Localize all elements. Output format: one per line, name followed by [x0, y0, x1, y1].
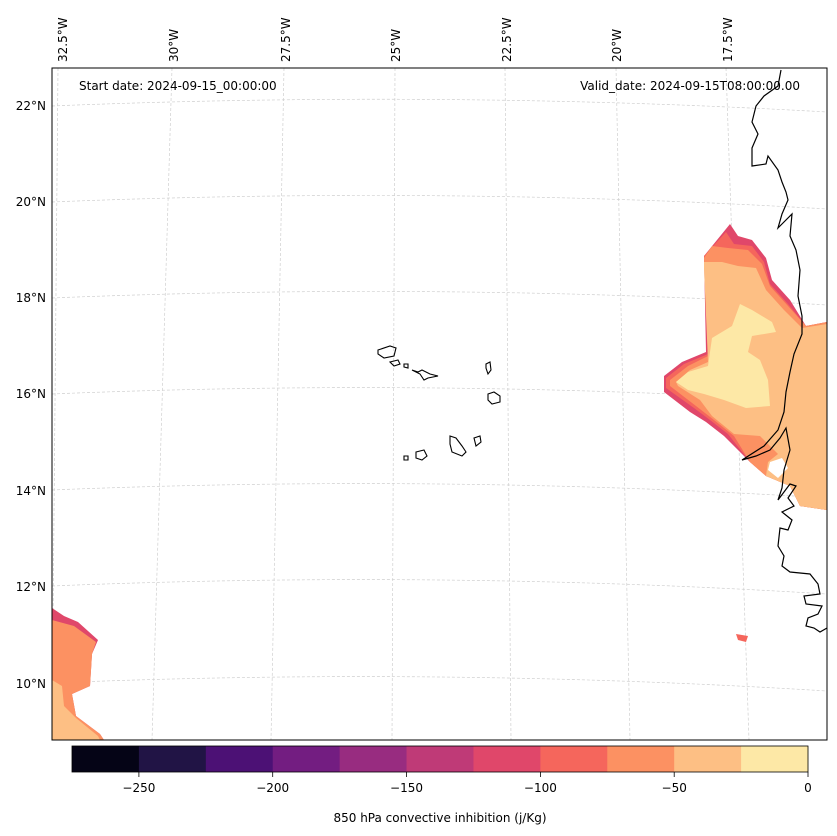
- grid-lat-18: [51, 291, 828, 306]
- island-maio: [473, 435, 482, 447]
- colorbar-swatch: [473, 746, 541, 772]
- colorbar-swatch: [406, 746, 474, 772]
- cin-contours-southwest: [52, 608, 104, 740]
- lon-label-17-5w: 17.5°W: [721, 17, 735, 62]
- lat-label-18n: 18°N: [16, 291, 46, 305]
- coastline: [741, 69, 828, 633]
- grid-lat-22: [51, 98, 828, 113]
- lat-labels: 22°N 20°N 18°N 16°N 14°N 12°N 10°N: [16, 99, 46, 691]
- cin-contours-east: [664, 224, 827, 642]
- cin-patch-small: [736, 634, 748, 642]
- grid-lon-25: [391, 67, 396, 741]
- lon-label-27-5w: 27.5°W: [279, 17, 293, 62]
- africa-coastline: [741, 69, 828, 633]
- colorbar-title: 850 hPa convective inhibition (j/Kg): [333, 811, 546, 825]
- island-santa-luzia: [403, 363, 409, 369]
- colorbar-swatch: [741, 746, 809, 772]
- lon-label-22-5w: 22.5°W: [500, 17, 514, 62]
- cb-label-minus-250: −250: [122, 781, 155, 795]
- colorbar-swatch: [674, 746, 742, 772]
- grid-lat-10: [51, 676, 828, 692]
- cb-label-zero: 0: [804, 781, 812, 795]
- cb-label-minus-50: −50: [662, 781, 687, 795]
- colorbar-swatches: [72, 746, 809, 772]
- lat-label-10n: 10°N: [16, 677, 46, 691]
- valid-date-text: Valid_date: 2024-09-15T08:00:00.00: [580, 79, 800, 93]
- lat-label-12n: 12°N: [16, 580, 46, 594]
- island-brava: [403, 455, 409, 461]
- cin-hole-white: [768, 458, 788, 478]
- island-santo-antao: [377, 345, 397, 359]
- colorbar-frame: [71, 745, 809, 773]
- colorbar-swatch: [205, 746, 274, 772]
- cb-label-minus-100: −100: [524, 781, 557, 795]
- lat-label-14n: 14°N: [16, 484, 46, 498]
- lat-label-16n: 16°N: [16, 387, 46, 401]
- cin-band-zero: [676, 304, 776, 408]
- grid-lon-30: [151, 67, 173, 741]
- island-santiago: [449, 435, 467, 457]
- lon-label-25w: 25°W: [389, 29, 403, 62]
- start-date-text: Start date: 2024-09-15_00:00:00: [79, 79, 277, 93]
- colorbar-ticks: [138, 772, 809, 777]
- colorbar-swatch: [72, 746, 140, 772]
- colorbar: −250 −200 −150 −100 −50 0 850 hPa convec…: [71, 745, 812, 825]
- colorbar-swatch: [607, 746, 675, 772]
- colorbar-swatch: [272, 746, 341, 772]
- map-frame: [51, 67, 828, 741]
- island-sal: [485, 361, 492, 376]
- lat-label-20n: 20°N: [16, 195, 46, 209]
- grid-lon-22-5: [504, 67, 512, 741]
- grid-lon-27-5: [270, 67, 285, 741]
- lat-label-22n: 22°N: [16, 99, 46, 113]
- grid-lat-12: [51, 579, 828, 595]
- grid-lon-20: [615, 67, 631, 741]
- cb-label-minus-200: −200: [256, 781, 289, 795]
- grid-lat-16: [51, 387, 828, 403]
- lon-label-32-5w: 32.5°W: [56, 17, 70, 62]
- island-sao-vicente: [388, 359, 401, 367]
- colorbar-swatch: [138, 746, 207, 772]
- colorbar-swatch: [540, 746, 608, 772]
- island-boa-vista: [487, 391, 501, 405]
- lon-label-30w: 30°W: [167, 29, 181, 62]
- cb-label-minus-150: −150: [390, 781, 423, 795]
- graticule: [51, 67, 828, 741]
- cin-sw-band-minus-25: [52, 680, 100, 740]
- island-sao-nicolau: [411, 369, 439, 381]
- lon-label-20w: 20°W: [610, 29, 624, 62]
- cape-verde-islands: [377, 345, 501, 461]
- grid-lat-14: [51, 483, 828, 499]
- colorbar-swatch: [339, 746, 408, 772]
- lon-labels: 32.5°W 30°W 27.5°W 25°W 22.5°W 20°W 17.5…: [56, 17, 735, 62]
- island-fogo: [415, 449, 428, 461]
- grid-lat-20: [51, 195, 828, 210]
